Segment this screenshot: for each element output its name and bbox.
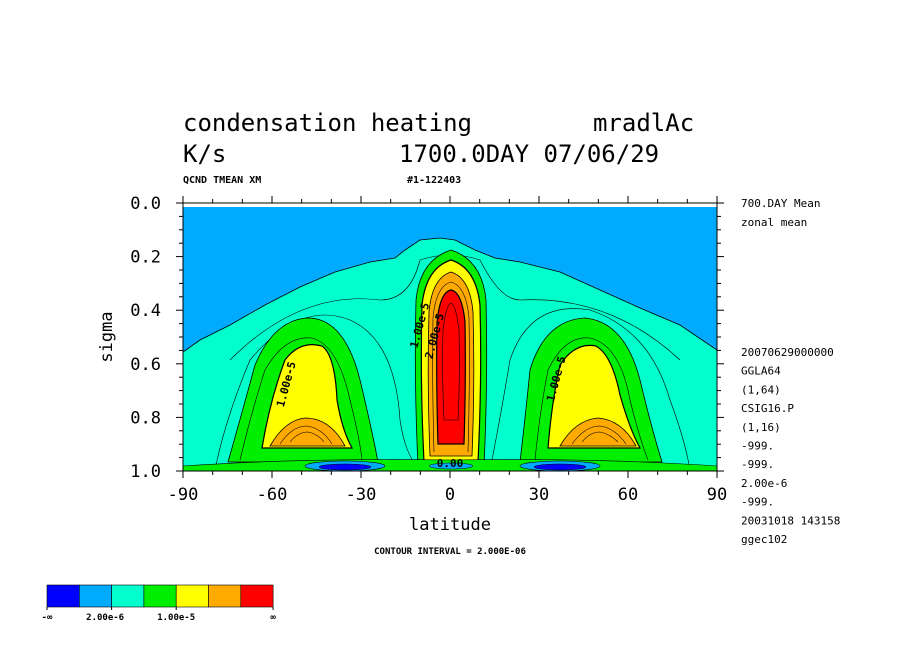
y-tick-label: 0.4 — [130, 301, 161, 321]
center-surface-minimum — [428, 462, 474, 470]
colorbar-swatch — [111, 584, 145, 608]
right-surface-core — [533, 463, 587, 471]
contour-field — [183, 207, 717, 471]
x-tick-label: 30 — [529, 485, 549, 505]
contour-line — [442, 302, 460, 421]
side-info-bottom: 20070629000000 GGLA64 (1,64) CSIG16.P (1,16)… — [741, 346, 840, 546]
contour-line — [571, 425, 627, 445]
colorbar-swatch — [79, 584, 112, 608]
colorbar-label: 1.00e-5 — [157, 613, 195, 623]
central-red-max — [436, 289, 466, 445]
left-surface-core — [318, 463, 372, 471]
colorbar-swatch — [240, 584, 274, 608]
x-axis-label: latitude — [409, 515, 491, 535]
experiment-name: mradlAc — [593, 109, 694, 137]
side-info-top: 700.DAY Mean zonal mean — [741, 197, 820, 229]
side-info-line: GGLA64 — [741, 365, 781, 378]
chart-units: K/s — [183, 140, 226, 168]
x-tick-label: -60 — [257, 485, 288, 505]
variable-id: QCND TMEAN XM — [183, 175, 261, 186]
x-tick-label: 60 — [618, 485, 638, 505]
contour-line — [214, 314, 421, 471]
side-info-line: ggec102 — [741, 533, 787, 546]
colorbar-label: 2.00e-6 — [86, 613, 124, 623]
colorbar: -∞ 2.00e-6 1.00e-5 ∞ — [42, 584, 276, 623]
y-axis: 0.0 0.2 0.4 0.6 0.8 1.0 — [130, 194, 724, 482]
colorbar-swatch — [143, 584, 177, 608]
side-info-line: 20031018 143158 — [741, 514, 840, 527]
colorbar-label: ∞ — [270, 613, 276, 623]
side-info-line: 700.DAY Mean — [741, 197, 820, 210]
contour-line — [239, 337, 363, 461]
colorbar-label: -∞ — [42, 613, 53, 623]
y-tick-label: 1.0 — [130, 462, 161, 482]
contour-interval: CONTOUR INTERVAL = 2.000E-06 — [374, 547, 526, 557]
colorbar-swatch — [46, 584, 80, 608]
side-info-line: -999. — [741, 458, 774, 471]
y-tick-label: 0.0 — [130, 194, 161, 214]
x-axis: -90 -60 -30 0 30 60 90 — [168, 196, 727, 505]
y-tick-label: 0.6 — [130, 355, 161, 375]
contour-line — [289, 431, 325, 443]
side-info-line: 20070629000000 — [741, 346, 834, 359]
contour-line — [534, 337, 649, 461]
side-info-line: (1,64) — [741, 383, 781, 396]
side-info-line: (1,16) — [741, 421, 781, 434]
contour-line — [581, 431, 619, 443]
run-id: #1-122403 — [407, 175, 461, 186]
chart-time: 1700.0DAY 07/06/29 — [399, 140, 659, 168]
x-tick-label: 0 — [445, 485, 455, 505]
contour-line — [489, 308, 691, 471]
contour-label: 0.00 — [437, 457, 464, 470]
side-info-line: -999. — [741, 440, 774, 453]
left-yellow-max — [261, 344, 354, 449]
y-axis-label: sigma — [97, 311, 117, 362]
x-tick-label: -30 — [346, 485, 377, 505]
side-info-line: -999. — [741, 496, 774, 509]
contour-line — [279, 425, 333, 445]
colorbar-swatch — [175, 584, 209, 608]
x-tick-label: -90 — [168, 485, 199, 505]
y-tick-label: 0.8 — [130, 408, 161, 428]
colorbar-swatch — [208, 584, 242, 608]
x-tick-label: 90 — [707, 485, 727, 505]
contour-line — [432, 281, 470, 453]
chart-title: condensation heating — [183, 109, 472, 137]
side-info-line: zonal mean — [741, 216, 807, 229]
right-yellow-max — [547, 344, 642, 449]
side-info-line: CSIG16.P — [741, 402, 794, 415]
y-tick-label: 0.2 — [130, 248, 161, 268]
side-info-line: 2.00e-6 — [741, 477, 787, 490]
